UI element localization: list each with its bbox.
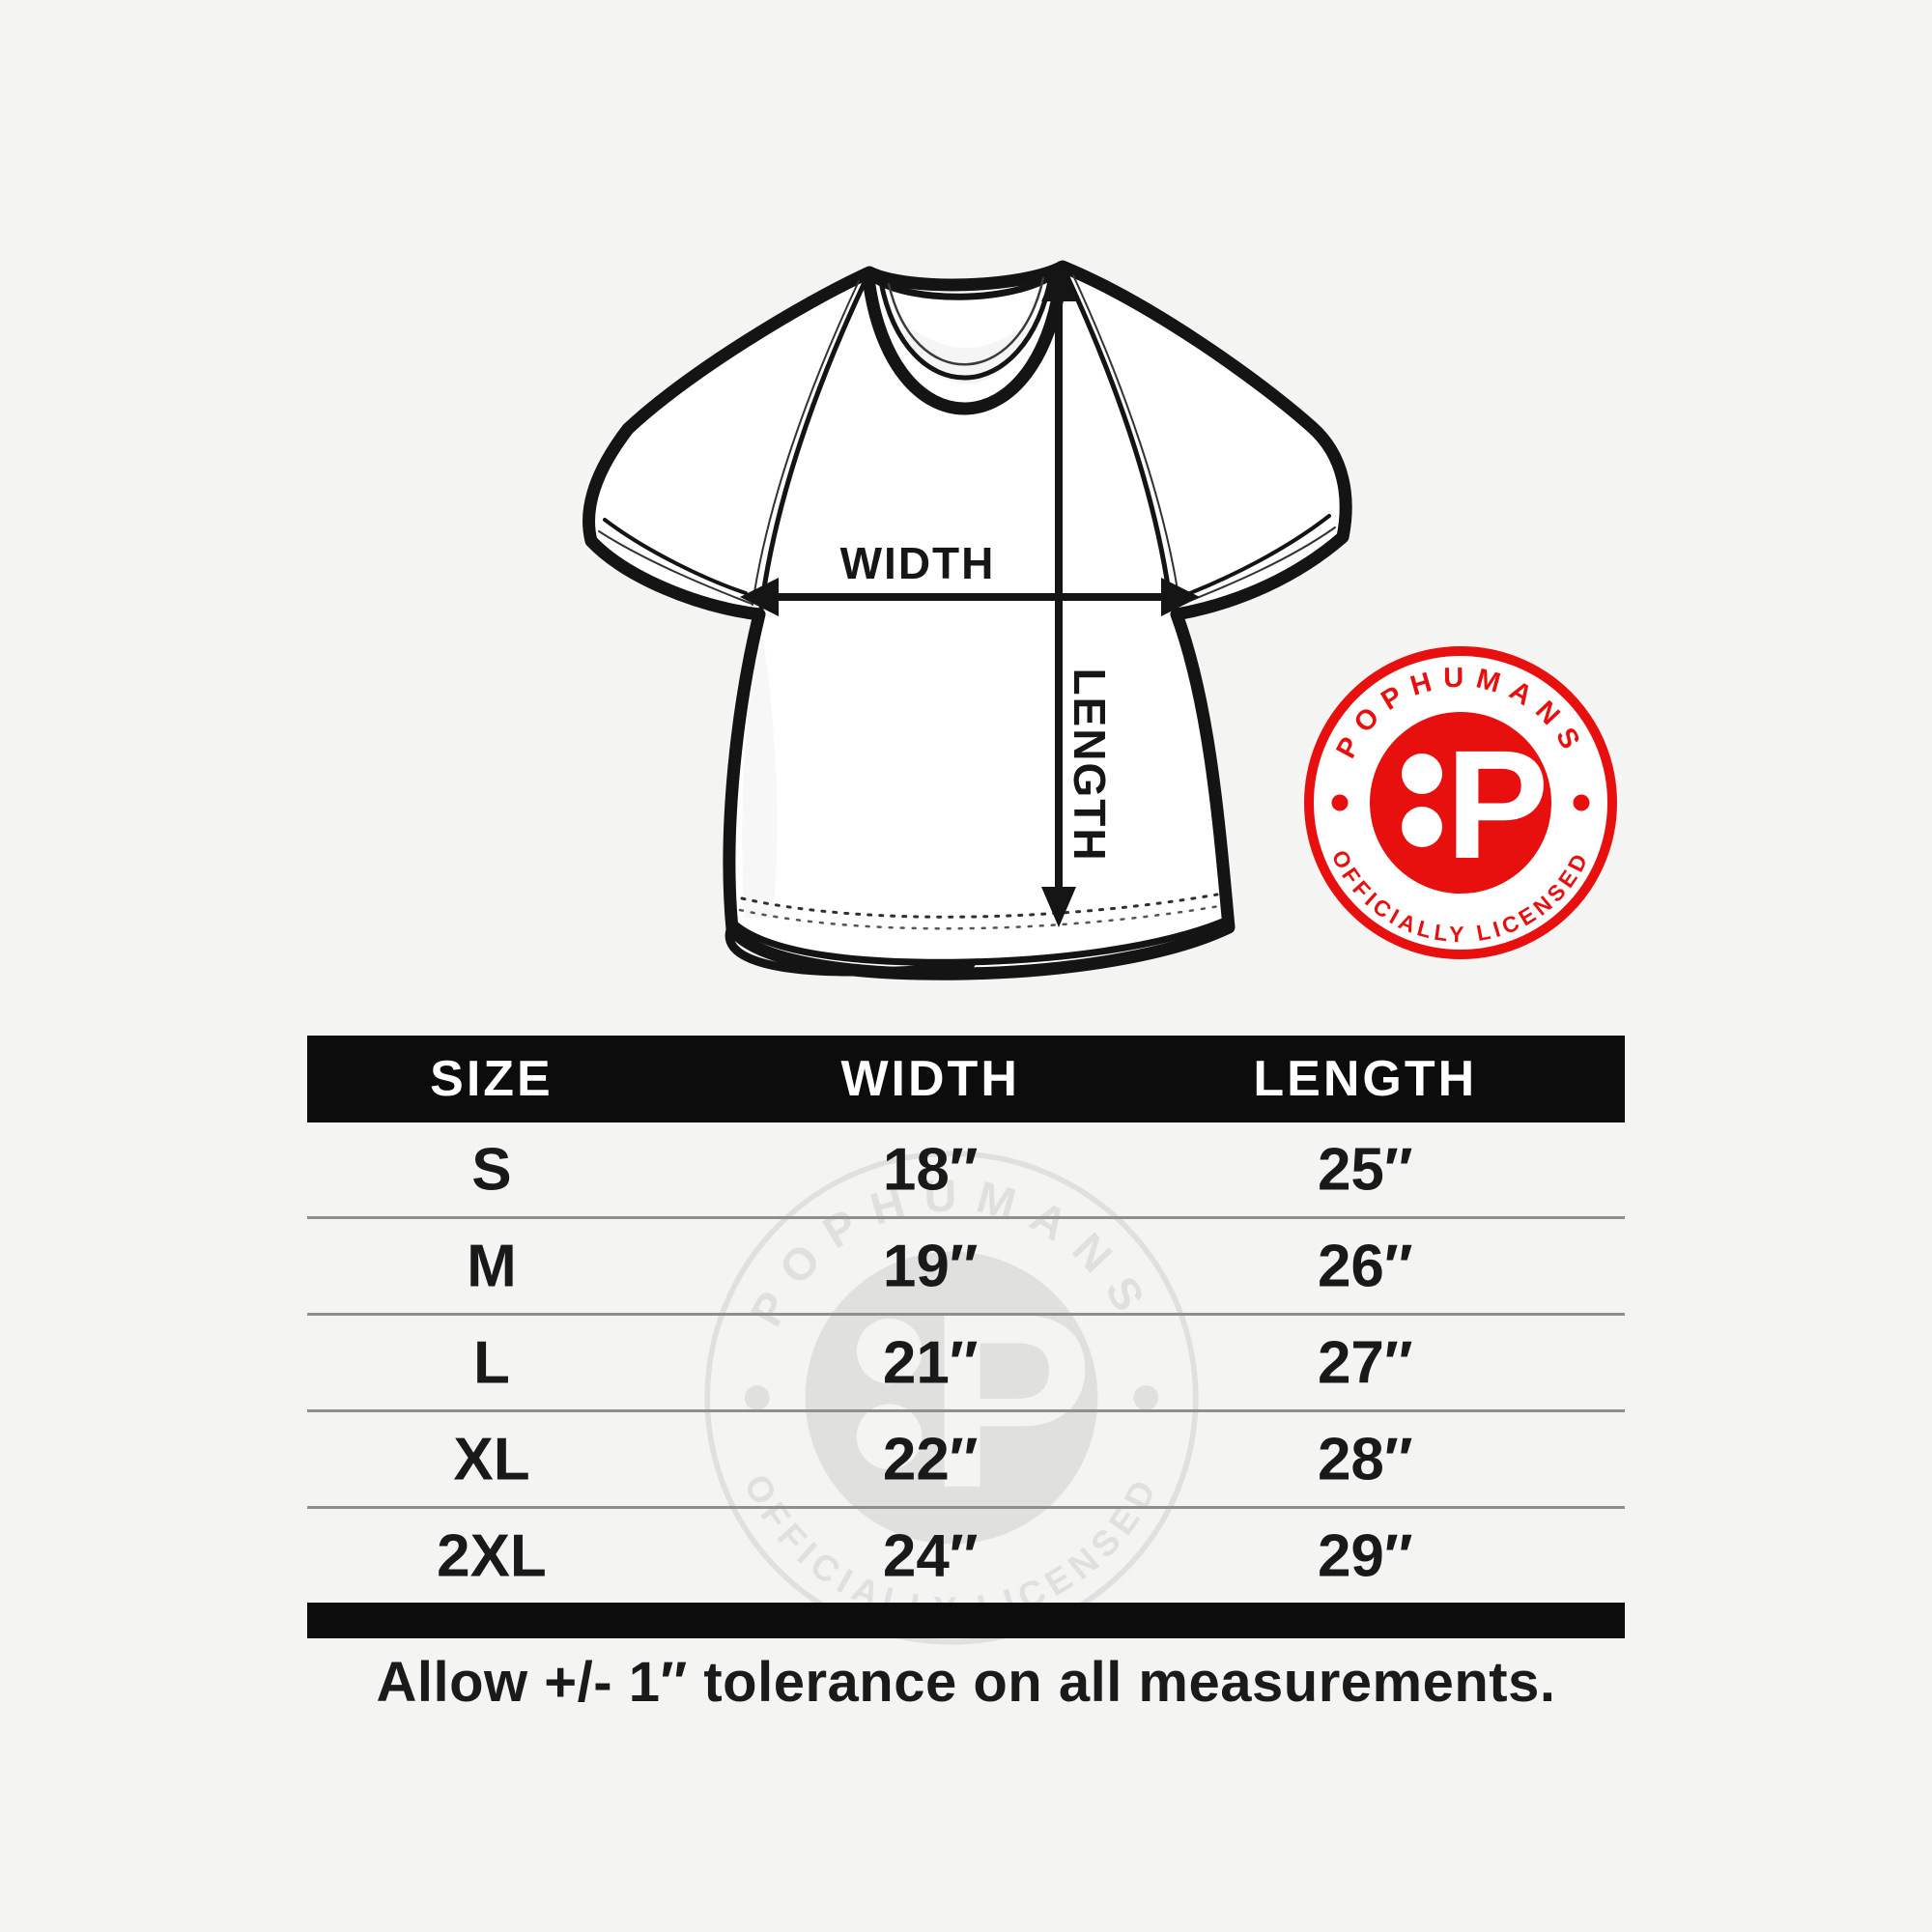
length-arrowhead-top xyxy=(1041,261,1076,301)
badge-monogram: P xyxy=(1446,718,1549,891)
header-length: LENGTH xyxy=(1253,1051,1478,1107)
table-row-2xl: 2XL 24″ 29″ xyxy=(307,1509,1625,1603)
badge-colon-dot-top xyxy=(1402,753,1442,794)
header-size: SIZE xyxy=(430,1051,554,1107)
width-cell: 24″ xyxy=(882,1522,979,1589)
table-row-xl: XL 22″ 28″ xyxy=(307,1412,1625,1506)
collar-stitch xyxy=(887,276,1045,366)
tshirt-illustration xyxy=(582,260,1352,980)
watermark-outer-ring xyxy=(704,1151,1199,1645)
size-cell: L xyxy=(473,1329,510,1396)
length-cell: 25″ xyxy=(1317,1136,1413,1203)
tshirt-outline xyxy=(582,260,1352,980)
length-arrow xyxy=(1041,261,1076,927)
row-divider xyxy=(307,1409,1625,1412)
right-cuff-seam xyxy=(1188,514,1331,595)
right-armhole-stitch xyxy=(1072,274,1180,604)
officially-licensed-badge: P POPHUMANS OFFICIALLY LICENSED xyxy=(1304,646,1617,959)
badge-right-dot xyxy=(1573,794,1590,811)
badge-left-dot xyxy=(1331,794,1349,811)
length-arrowhead-bottom xyxy=(1041,887,1076,927)
left-cuff-stitch xyxy=(598,530,753,605)
width-arrow xyxy=(740,578,1200,616)
width-measure-label: WIDTH xyxy=(839,538,996,588)
length-cell: 29″ xyxy=(1317,1522,1413,1589)
watermark-colon-dot-top xyxy=(856,1318,923,1384)
size-cell: 2XL xyxy=(437,1522,547,1589)
header-width: WIDTH xyxy=(840,1051,1020,1107)
width-cell: 19″ xyxy=(882,1233,979,1299)
table-row-s: S 18″ 25″ xyxy=(307,1122,1625,1216)
watermark-right-dot xyxy=(1133,1385,1159,1410)
table-row-m: M 19″ 26″ xyxy=(307,1219,1625,1313)
width-cell: 22″ xyxy=(882,1426,979,1492)
width-arrowhead-right xyxy=(1161,578,1200,616)
hem-stitch-lower xyxy=(738,904,1221,930)
size-cell: S xyxy=(471,1136,512,1203)
row-divider xyxy=(307,1506,1625,1509)
collar-front-outer xyxy=(862,266,1068,415)
right-armhole-seam xyxy=(1062,268,1174,610)
collar-front-inner xyxy=(878,273,1054,381)
length-cell: 26″ xyxy=(1317,1233,1413,1299)
size-cell: M xyxy=(467,1233,517,1299)
size-chart-header: SIZE WIDTH LENGTH xyxy=(307,1036,1625,1122)
width-arrowhead-left xyxy=(740,578,779,616)
left-armhole-stitch xyxy=(752,280,860,606)
watermark-colon-dot-bottom xyxy=(856,1404,923,1470)
length-cell: 28″ xyxy=(1317,1426,1413,1492)
row-divider xyxy=(307,1313,1625,1316)
left-armhole-seam xyxy=(758,273,870,611)
size-chart-table: SIZE WIDTH LENGTH S 18″ 25″ M 19″ 26″ L … xyxy=(307,1036,1625,1638)
left-cuff-seam xyxy=(603,518,748,595)
watermark-left-dot xyxy=(744,1385,770,1410)
badge-colon-dot-bottom xyxy=(1402,807,1442,847)
length-measure-label: LENGTH xyxy=(1065,668,1115,863)
size-cell: XL xyxy=(453,1426,530,1492)
tolerance-note: Allow +/- 1″ tolerance on all measuremen… xyxy=(376,1651,1556,1714)
width-cell: 18″ xyxy=(882,1136,979,1203)
table-row-l: L 21″ 27″ xyxy=(307,1316,1625,1409)
hem-fold xyxy=(724,923,976,977)
length-cell: 27″ xyxy=(1317,1329,1413,1396)
hem-stitch-upper xyxy=(740,893,1219,919)
row-divider xyxy=(307,1216,1625,1219)
table-bottom-bar xyxy=(307,1603,1625,1638)
width-cell: 21″ xyxy=(882,1329,979,1396)
watermark-monogram: P xyxy=(927,1262,1094,1540)
